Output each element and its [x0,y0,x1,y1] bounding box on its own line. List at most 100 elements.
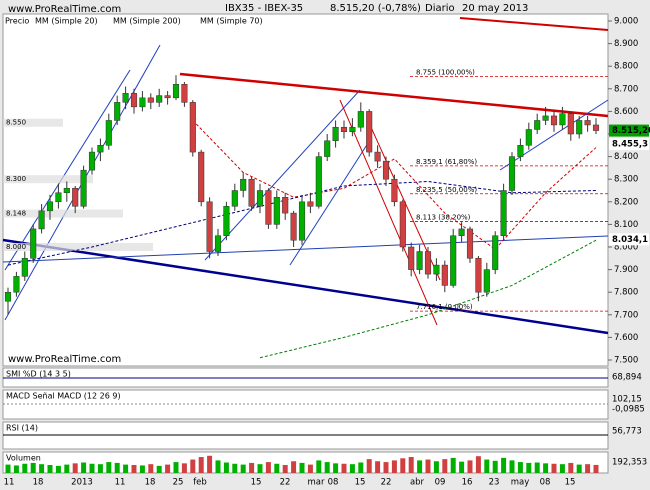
candle-body [290,212,297,241]
candle-body [273,197,280,225]
volume-bar [215,460,221,473]
y-tick-label: 7.500 [614,356,638,366]
y-tick-label: 8.100 [614,220,638,230]
candle-body [105,120,112,146]
candle-body [357,111,364,128]
x-tick-label: feb [193,478,207,488]
candle-body [315,156,322,207]
profile-bar [3,209,123,218]
volume-bar [568,462,574,473]
price-label: 8.455,3 [612,140,648,150]
candle-body [55,192,62,203]
volume-bar [559,464,565,473]
watermark: www.ProRealTime.com [8,354,121,365]
profile-bar [3,118,63,127]
indicator-value: 56,773 [612,427,642,437]
volume-bar [391,460,397,473]
x-tick-label: 2013 [71,478,93,488]
trend-line [179,72,609,118]
period: Diario [425,3,455,14]
candle-body [324,140,331,157]
y-tick-label: 8.800 [614,62,638,72]
volume-bar [223,462,229,473]
volume-bar [366,459,372,473]
candle-body [139,97,146,108]
price: 8.515,20 (-0,78%) [330,3,421,14]
candle-body [483,269,490,293]
candle-body [424,251,432,275]
volume-bar [425,459,431,473]
trend-line [459,17,609,31]
volume-bar [417,460,423,473]
volume-bar [72,463,78,473]
candle-body [408,246,415,270]
trend-line [2,235,609,263]
fib-label: 8.113 (38,20%) [416,213,471,221]
candle-body [492,235,499,270]
candle-body [508,156,516,191]
indicator-name: SMI %D (14 3 5) [6,370,71,379]
candle-body [189,102,196,153]
candle-body [416,251,423,270]
volume-bar [324,462,330,473]
candle-body [517,145,524,157]
candle-body [391,178,398,203]
candle-body [349,126,356,132]
candle-body [130,93,138,108]
volume-bar [240,464,246,473]
main-panel [2,13,609,367]
candle-body [46,201,54,212]
candle-body [458,228,465,236]
volume-bar [5,464,11,473]
candle-body [63,187,70,194]
price-label-box [609,138,649,151]
candle-body [214,235,222,252]
indicator-name: MACD Señal MACD (12 26 9) [6,392,121,401]
legend-entry: MM (Simple 200) [113,17,181,26]
legend-entry: Precio [5,17,29,26]
candle-body [374,151,381,162]
x-tick-label: 08 [328,478,339,488]
volume-bar [433,461,439,473]
x-tick-label: 09 [435,478,446,488]
volume-bar [274,463,280,473]
candle-body [332,126,339,142]
volume-bar [400,458,406,473]
y-tick-label: 8.400 [614,152,638,162]
volume-bar [249,462,255,473]
fib-label: 8.235,5 (50,00%) [416,186,477,194]
symbol: IBX35 - IBEX-35 [225,3,303,14]
indicator-value: 68,894 [612,373,642,383]
candle-body [584,120,591,126]
x-tick-label: 25 [173,478,184,488]
y-tick-label: 9.000 [614,17,638,27]
volume-bar [543,463,549,473]
candle-body [525,129,532,146]
volume-bar [341,463,347,473]
volume-bar [198,457,204,473]
indicator-value: 102,15 [612,395,642,405]
volume-bar [467,460,473,473]
candle-body [122,93,129,103]
volume-bar [349,464,355,473]
candle-body [198,151,205,203]
y-tick-label: 7.800 [614,288,638,298]
candle-body [240,178,247,191]
fib-label: 8.755 (100,00%) [416,68,475,76]
volume-bar [442,459,448,473]
volume-bar [30,462,36,473]
profile-label: 8.550 [6,119,26,127]
date: 20 may 2013 [462,3,528,14]
volume-bar [585,464,591,473]
volume-bar [316,460,322,473]
candle-body [80,169,87,207]
volume-bar [114,462,120,473]
x-tick-label: may [511,478,530,488]
x-tick-label: 18 [33,478,44,488]
candle-body [433,264,440,275]
candle-body [307,201,314,207]
volume-bar [106,462,112,473]
channel-line [4,69,131,271]
candle-body [248,178,255,207]
candle-body [172,84,180,99]
